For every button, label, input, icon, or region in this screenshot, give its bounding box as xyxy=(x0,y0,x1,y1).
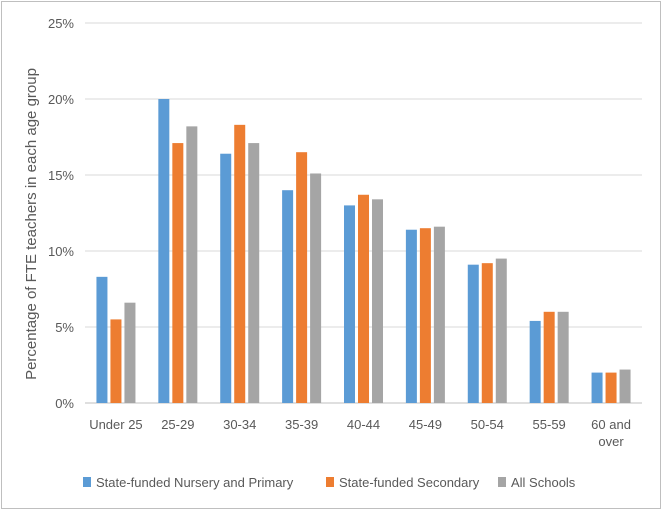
x-tick-label: 50-54 xyxy=(471,417,504,432)
y-tick-label: 15% xyxy=(48,168,74,183)
bar xyxy=(467,264,479,403)
x-tick-label: 35-39 xyxy=(285,417,318,432)
y-tick-label: 25% xyxy=(48,16,74,31)
bar xyxy=(495,258,507,403)
bar xyxy=(358,194,369,403)
x-tick-label: 60 and xyxy=(591,417,631,432)
bar xyxy=(310,173,322,403)
bar xyxy=(234,124,246,403)
bars xyxy=(96,99,631,404)
bar xyxy=(124,302,136,403)
y-tick-label: 0% xyxy=(55,396,74,411)
bar xyxy=(605,372,617,403)
bar xyxy=(433,226,445,403)
x-tick-label: 25-29 xyxy=(161,417,194,432)
legend-swatch xyxy=(326,477,334,487)
bar xyxy=(543,311,555,403)
x-tick-label: Under 25 xyxy=(89,417,142,432)
bar xyxy=(172,143,184,403)
bar xyxy=(110,319,122,403)
bar xyxy=(158,99,170,403)
bar xyxy=(372,199,383,403)
legend-label: All Schools xyxy=(511,475,576,490)
y-axis-ticks: 0% 5% 10% 15% 20% 25% xyxy=(48,16,74,411)
bar xyxy=(96,276,108,403)
y-tick-label: 20% xyxy=(48,92,74,107)
x-tick-label: over xyxy=(598,434,624,449)
bar xyxy=(619,369,631,403)
bar xyxy=(296,152,308,403)
bar xyxy=(220,153,232,403)
legend-swatch xyxy=(498,477,506,487)
bar xyxy=(529,320,541,403)
x-tick-label: 45-49 xyxy=(409,417,442,432)
bar xyxy=(557,311,569,403)
legend-label: State-funded Nursery and Primary xyxy=(96,475,294,490)
bar xyxy=(344,205,355,403)
bar xyxy=(405,229,417,403)
y-tick-label: 5% xyxy=(55,320,74,335)
legend-label: State-funded Secondary xyxy=(339,475,480,490)
x-tick-label: 55-59 xyxy=(533,417,566,432)
bar xyxy=(248,143,260,403)
bar xyxy=(186,126,198,404)
y-axis-title: Percentage of FTE teachers in each age g… xyxy=(23,68,40,380)
bar xyxy=(282,190,294,403)
y-tick-label: 10% xyxy=(48,244,74,259)
bar xyxy=(591,372,603,403)
x-tick-label: 30-34 xyxy=(223,417,256,432)
x-axis-ticks: Under 25 25-29 30-34 35-39 40-44 45-49 50-54 55… xyxy=(89,417,631,449)
legend-swatch xyxy=(83,477,91,487)
bar xyxy=(481,263,493,403)
bar xyxy=(419,228,431,403)
legend: State-funded Nursery and Primary State-fu… xyxy=(83,475,576,490)
x-tick-label: 40-44 xyxy=(347,417,380,432)
